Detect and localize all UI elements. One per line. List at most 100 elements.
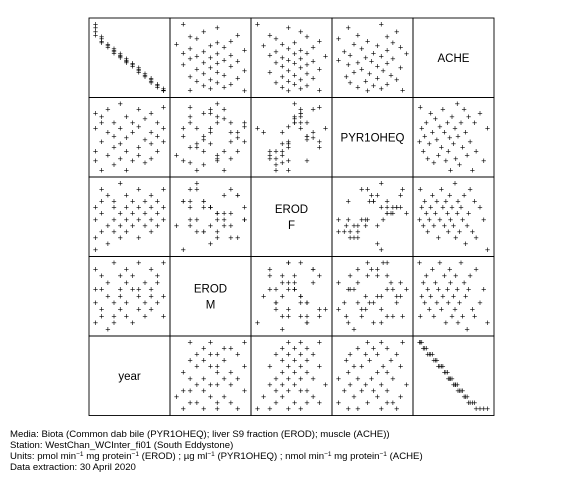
point-marker: + <box>298 298 303 308</box>
point-marker: + <box>215 209 220 219</box>
point-marker: + <box>261 41 266 51</box>
point-marker: + <box>93 298 98 308</box>
point-marker: + <box>355 233 360 243</box>
point-marker: + <box>292 368 297 378</box>
point-marker: + <box>390 38 395 48</box>
point-marker: + <box>124 56 129 66</box>
point-marker: + <box>448 278 453 288</box>
point-marker: + <box>286 404 291 414</box>
point-marker: + <box>298 362 303 372</box>
point-marker: + <box>242 362 247 372</box>
point-marker: + <box>99 285 104 295</box>
point-marker: + <box>355 82 360 92</box>
point-marker: + <box>208 392 213 402</box>
point-marker: + <box>417 337 422 347</box>
point-marker: + <box>161 311 166 321</box>
point-marker: + <box>228 221 233 231</box>
point-marker: + <box>161 85 166 95</box>
point-marker: + <box>336 56 341 66</box>
point-marker: + <box>292 118 297 128</box>
point-marker: + <box>346 404 351 414</box>
point-marker: + <box>449 311 454 321</box>
point-marker: + <box>342 47 347 57</box>
point-marker: + <box>304 131 309 141</box>
point-marker: + <box>424 209 429 219</box>
point-marker: + <box>215 233 220 243</box>
point-marker: + <box>124 215 129 225</box>
point-marker: + <box>149 215 154 225</box>
point-marker: + <box>317 362 322 372</box>
point-marker: + <box>124 191 129 201</box>
point-marker: + <box>208 139 213 149</box>
point-marker: + <box>142 197 147 207</box>
point-marker: + <box>221 343 226 353</box>
point-marker: + <box>111 318 116 328</box>
point-marker: + <box>398 191 403 201</box>
point-marker: + <box>118 291 123 301</box>
point-marker: + <box>273 160 278 170</box>
point-marker: + <box>267 51 272 61</box>
point-marker: + <box>215 404 220 414</box>
point-marker: + <box>448 166 453 176</box>
point-marker: + <box>367 197 372 207</box>
point-marker: + <box>304 156 309 166</box>
point-marker: + <box>394 27 399 37</box>
point-marker: + <box>155 278 160 288</box>
point-marker: + <box>359 311 364 321</box>
point-marker: + <box>181 386 186 396</box>
point-marker: + <box>427 350 432 360</box>
point-marker: + <box>194 34 199 44</box>
point-marker: + <box>404 209 409 219</box>
point-marker: + <box>351 325 356 335</box>
point-marker: + <box>142 209 147 219</box>
point-marker: + <box>384 386 389 396</box>
point-marker: + <box>342 386 347 396</box>
point-marker: + <box>273 147 278 157</box>
point-marker: + <box>342 298 347 308</box>
point-marker: + <box>187 184 192 194</box>
point-marker: + <box>375 41 380 51</box>
point-marker: + <box>130 271 135 281</box>
point-marker: + <box>280 380 285 390</box>
point-marker: + <box>181 197 186 207</box>
point-marker: + <box>215 59 220 69</box>
point-marker: + <box>149 265 154 275</box>
panel-0-1: + ++ ++ + +++ + ++ +++ + ++ ++ + ++ ++ +++ +++ ++ +++ + ++ +… <box>169 17 252 98</box>
point-marker: + <box>111 311 116 321</box>
point-marker: + <box>467 137 472 147</box>
point-marker: + <box>286 122 291 132</box>
point-marker: + <box>99 34 104 44</box>
point-marker: + <box>404 380 409 390</box>
point-marker: + <box>161 84 166 94</box>
point-marker: + <box>235 133 240 143</box>
point-marker: + <box>215 156 220 166</box>
point-marker: + <box>442 221 447 231</box>
point-marker: + <box>398 278 403 288</box>
point-marker: + <box>390 54 395 64</box>
point-marker: + <box>161 124 166 134</box>
point-marker: + <box>422 298 427 308</box>
point-marker: + <box>267 154 272 164</box>
point-marker: + <box>221 42 226 52</box>
point-marker: + <box>181 404 186 414</box>
panel-2-2: EROD F <box>250 176 333 257</box>
point-marker: + <box>363 76 368 86</box>
point-marker: + <box>155 221 160 231</box>
point-marker: + <box>280 139 285 149</box>
point-marker: + <box>201 58 206 68</box>
point-marker: + <box>434 356 439 366</box>
point-marker: + <box>118 53 123 63</box>
point-marker: + <box>421 147 426 157</box>
point-marker: + <box>304 48 309 58</box>
point-marker: + <box>242 203 247 213</box>
point-marker: + <box>446 227 451 237</box>
point-marker: + <box>428 108 433 118</box>
point-marker: + <box>384 59 389 69</box>
point-marker: + <box>215 227 220 237</box>
point-marker: + <box>433 356 438 366</box>
point-marker: + <box>363 291 368 301</box>
point-marker: + <box>346 285 351 295</box>
point-marker: + <box>428 350 433 360</box>
point-marker: + <box>194 350 199 360</box>
point-marker: + <box>371 386 376 396</box>
